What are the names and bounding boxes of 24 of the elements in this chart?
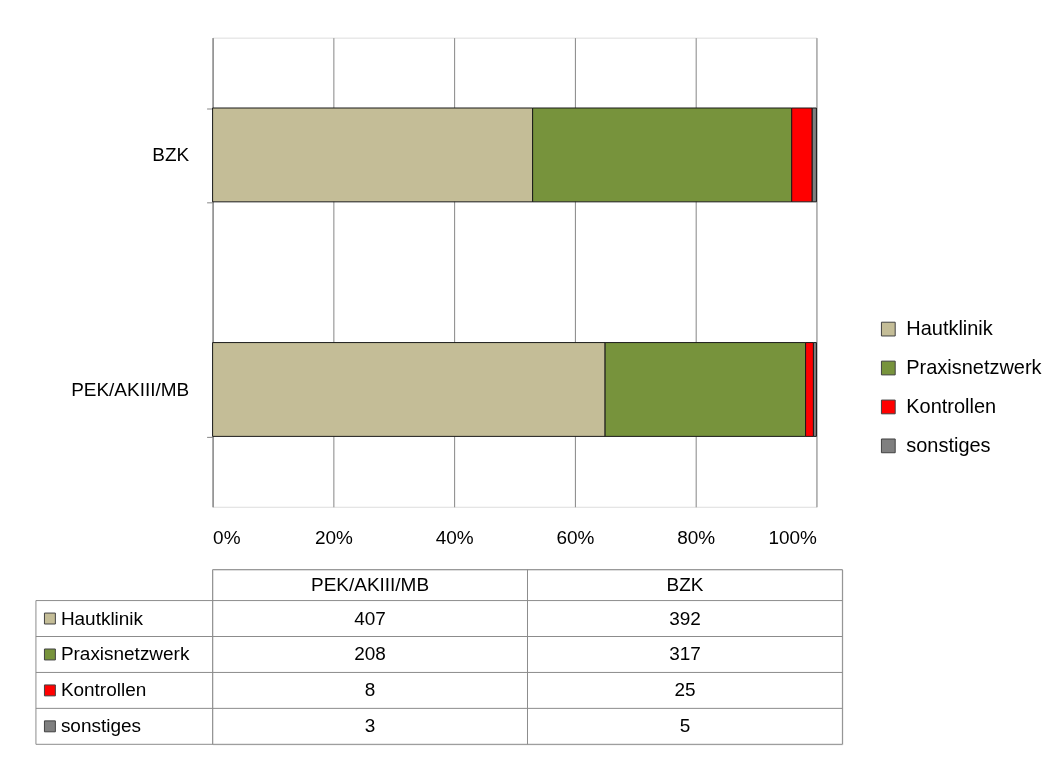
x-tick-label: 60% [556, 527, 595, 549]
legend-label: Hautklinik [60, 607, 144, 629]
legend-label: Praxisnetzwerk [906, 356, 1042, 379]
legend-label: sonstiges [906, 433, 991, 456]
text: Hautklinik [906, 317, 993, 340]
text: 25 [674, 679, 696, 701]
text: Kontrollen [60, 679, 147, 701]
legend-label: Kontrollen [906, 394, 997, 417]
x-tick-label: 20% [314, 527, 353, 549]
text: 3 [364, 715, 376, 737]
text: 392 [669, 607, 701, 629]
x-tick-label: 40% [435, 527, 474, 549]
text: 317 [669, 643, 701, 665]
text: sonstiges [60, 715, 141, 737]
text: 8 [364, 679, 376, 701]
text: 5 [679, 715, 691, 737]
category-label: BZK [666, 574, 704, 596]
text: Praxisnetzwerk [60, 643, 190, 665]
x-tick-label: 80% [677, 527, 716, 549]
text: 208 [354, 643, 386, 665]
x-tick-label: 100% [768, 527, 818, 549]
category-label: PEK/AKIII/MB [311, 574, 430, 596]
text: 407 [354, 607, 386, 629]
x-tick-label: 0% [213, 527, 241, 549]
